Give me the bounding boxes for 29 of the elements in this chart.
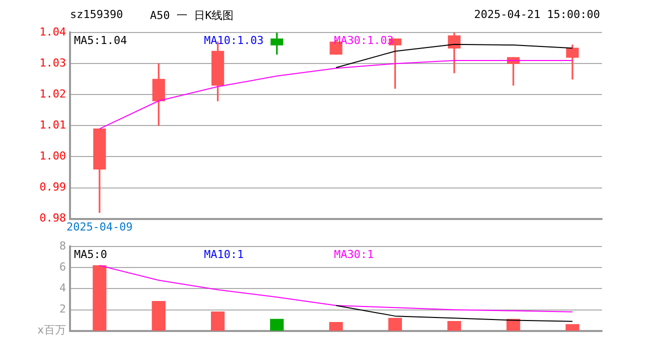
bar [329,322,343,331]
bar [388,318,402,331]
y-tick-label: 8 [59,239,66,252]
bar [210,312,225,331]
y-tick-label: 1.00 [40,150,66,163]
text: MA5:0 [74,248,108,261]
y-tick-label: 2 [59,302,66,316]
y-tick-label: 1.03 [40,56,66,70]
bar [566,324,580,331]
chart-subtitle: sz159390 [70,8,123,21]
bar [92,265,106,331]
y-tick-label: 6 [59,260,66,274]
legend-label: MA10:1.03 [204,34,264,47]
y-tick-label: 0.98 [40,212,66,225]
x-tick-label: 2025-04-09 [66,220,133,234]
bar [447,321,462,331]
y-tick-label: 4 [59,282,66,295]
text: 2025-04-21 15:00:00 [474,8,600,21]
y-tick-label: 1.02 [40,88,66,101]
bar [270,318,284,331]
legend-label: MA10:1 [204,248,244,261]
text: MA5:1.04 [74,34,128,47]
y-tick-label: 0.99 [40,180,66,194]
text: MA30:1 [334,248,374,261]
y-tick-label: 1.04 [40,25,66,38]
bar [152,301,166,331]
chart-title: A50 一 日K线图 [150,8,234,23]
y-tick-label: 1.01 [40,118,66,132]
y-axis-title: x百万 [37,324,66,337]
